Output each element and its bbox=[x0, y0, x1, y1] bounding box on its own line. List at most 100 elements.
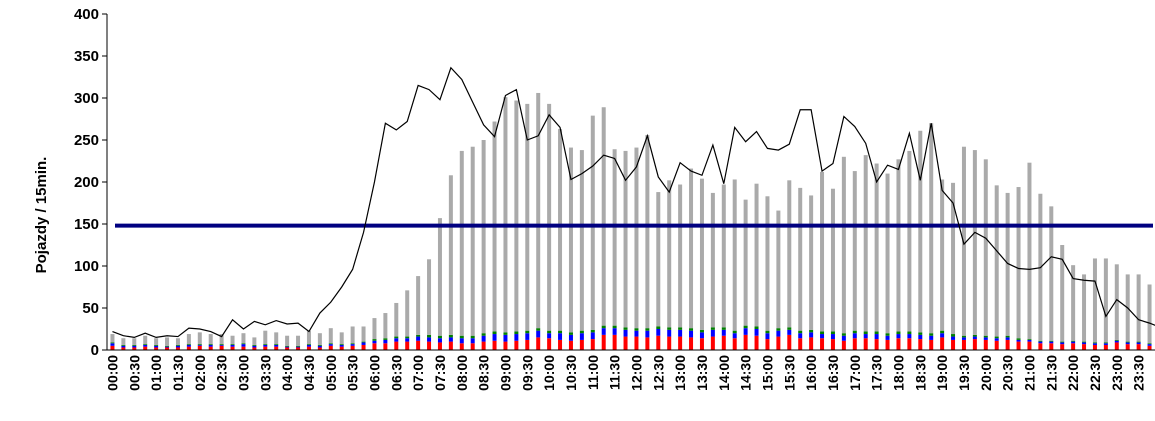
axes bbox=[106, 14, 1155, 351]
bar-segment bbox=[754, 183, 759, 327]
x-tick-label: 07:30 bbox=[432, 355, 448, 391]
bar-segment bbox=[743, 199, 748, 326]
bar-segment bbox=[754, 326, 759, 329]
bar-segment bbox=[1049, 206, 1054, 341]
bar-segment bbox=[994, 340, 999, 350]
bar-segment bbox=[590, 115, 595, 330]
bar-segment bbox=[601, 334, 606, 350]
bar-segment bbox=[623, 327, 628, 330]
bar-segment bbox=[645, 330, 650, 338]
bar-segment bbox=[208, 344, 213, 345]
bar-segment bbox=[623, 329, 628, 337]
bar-segment bbox=[940, 333, 945, 338]
bar-segment bbox=[437, 218, 442, 336]
bar-segment bbox=[754, 335, 759, 350]
bar-segment bbox=[558, 129, 563, 331]
bar-segment bbox=[601, 328, 606, 335]
bar-segment bbox=[776, 336, 781, 350]
x-tick-label: 14:30 bbox=[738, 355, 754, 391]
bar-segment bbox=[634, 328, 639, 331]
bar-segment bbox=[481, 335, 486, 342]
bar-segment bbox=[994, 338, 999, 341]
y-tick-label: 150 bbox=[74, 216, 99, 233]
bar-segment bbox=[1092, 258, 1097, 343]
bar-segment bbox=[634, 147, 639, 329]
bar-segment bbox=[427, 341, 432, 350]
bar-segment bbox=[503, 97, 508, 333]
bar-segment bbox=[481, 140, 486, 334]
bar-segment bbox=[678, 329, 683, 337]
bar-segment bbox=[1082, 341, 1087, 343]
bar-segment bbox=[710, 327, 715, 330]
x-tick-label: 02:30 bbox=[214, 355, 230, 391]
bar-segment bbox=[547, 338, 552, 350]
bar-segment bbox=[809, 332, 814, 338]
bar-segment bbox=[1005, 335, 1010, 338]
bar-segment bbox=[1114, 339, 1119, 341]
bar-segment bbox=[874, 339, 879, 350]
bar-segment bbox=[306, 346, 311, 350]
bar-segment bbox=[689, 330, 694, 338]
bar-segment bbox=[186, 344, 191, 347]
bar-segment bbox=[1016, 187, 1021, 339]
bar-segment bbox=[317, 347, 322, 350]
bar-segment bbox=[907, 331, 912, 335]
bar-segment bbox=[154, 338, 159, 345]
x-tick-label: 12:00 bbox=[628, 355, 644, 391]
x-tick-label: 02:00 bbox=[192, 355, 208, 391]
bar-segment bbox=[1103, 342, 1108, 344]
x-tick-label: 19:00 bbox=[934, 355, 950, 391]
bar-segment bbox=[132, 338, 137, 345]
bar-segment bbox=[841, 340, 846, 350]
bar-segment bbox=[885, 333, 890, 336]
bar-segment bbox=[667, 327, 672, 330]
bar-segment bbox=[503, 341, 508, 350]
bar-segment bbox=[590, 339, 595, 350]
bar-segment bbox=[285, 347, 290, 350]
bar-segment bbox=[481, 341, 486, 350]
bar-segment bbox=[689, 328, 694, 331]
bar-segment bbox=[940, 179, 945, 331]
bar-segment bbox=[1060, 341, 1065, 343]
bar-segment bbox=[623, 150, 628, 328]
bar-segment bbox=[252, 347, 257, 350]
bar-segment bbox=[787, 180, 792, 328]
bar-segment bbox=[765, 330, 770, 334]
bar-segment bbox=[1016, 341, 1021, 350]
bar-segment bbox=[1027, 162, 1032, 340]
bar-segment bbox=[667, 336, 672, 350]
x-tick-label: 18:00 bbox=[890, 355, 906, 391]
bar-segment bbox=[525, 103, 530, 331]
bar-segment bbox=[558, 339, 563, 350]
bar-segment bbox=[972, 336, 977, 340]
bar-segment bbox=[306, 330, 311, 345]
bar-segment bbox=[721, 327, 726, 330]
bar-segment bbox=[427, 259, 432, 335]
bar-segment bbox=[787, 327, 792, 330]
bar-segment bbox=[983, 335, 988, 338]
bar-segment bbox=[175, 338, 180, 345]
bar-segment bbox=[623, 336, 628, 350]
bar-segment bbox=[197, 344, 202, 345]
bar-segment bbox=[361, 344, 366, 350]
x-tick-label: 11:00 bbox=[585, 355, 601, 390]
x-tick-label: 20:30 bbox=[1000, 355, 1016, 391]
bar-segment bbox=[448, 341, 453, 350]
bar-segment bbox=[754, 329, 759, 336]
bar-segment bbox=[143, 344, 148, 345]
y-axis-ticks bbox=[102, 13, 107, 351]
x-tick-label: 08:00 bbox=[454, 355, 470, 391]
bar-segment bbox=[951, 182, 956, 335]
bar-segment bbox=[394, 341, 399, 350]
bar-segment bbox=[350, 345, 355, 350]
bar-segment bbox=[612, 328, 617, 335]
bar-segment bbox=[132, 345, 137, 348]
bar-segment bbox=[918, 332, 923, 335]
bar-segment bbox=[350, 344, 355, 346]
bar-segment bbox=[1016, 338, 1021, 340]
bar-segment bbox=[929, 123, 934, 334]
bar-segment bbox=[601, 325, 606, 329]
bar-segment bbox=[612, 334, 617, 350]
bar-segment bbox=[918, 339, 923, 350]
bar-segment bbox=[525, 330, 530, 334]
